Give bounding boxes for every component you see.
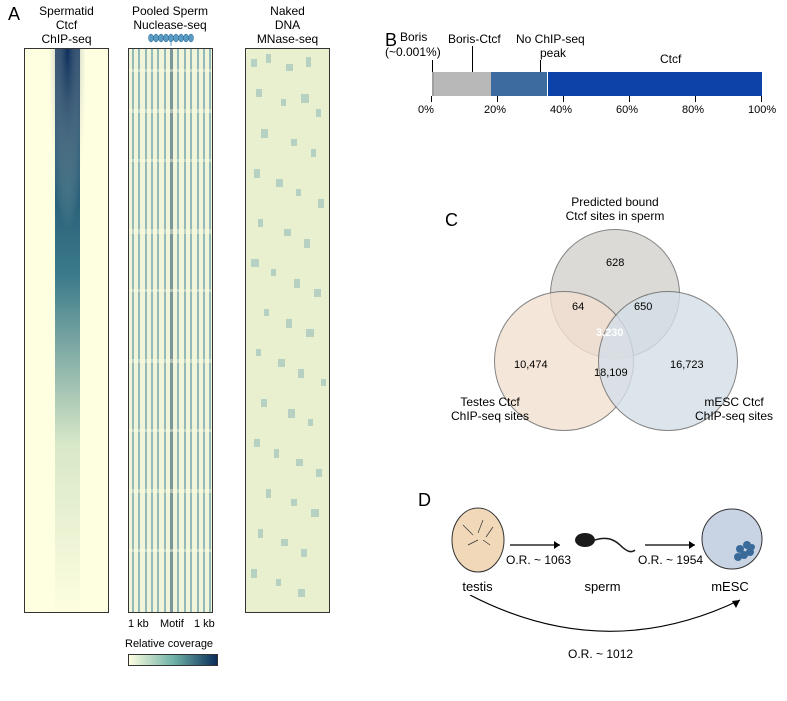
heatmap-mnase <box>245 48 330 613</box>
colorbar <box>128 654 218 666</box>
stacked-bar <box>432 72 762 96</box>
venn-top-title2: Ctcf sites in sperm <box>550 209 680 223</box>
hm2-title1: Pooled Sperm <box>120 4 220 18</box>
bar-tick-label: 20% <box>484 104 506 116</box>
venn-bottom: 18,109 <box>594 367 628 379</box>
hm3-title1: Naked <box>245 4 330 18</box>
bar-label-boris2: (~0.001%) <box>385 45 441 59</box>
bar-ticks: 0%20%40%60%80%100% <box>432 100 762 120</box>
sperm-icons <box>146 30 196 46</box>
mesc-icon <box>700 507 765 572</box>
panel-d: testis sperm mESC O.R. ~ 1063 O.R. ~ 195… <box>420 495 780 695</box>
hm1-title1: Spermatid <box>24 4 109 18</box>
axis-right: 1 kb <box>194 618 215 630</box>
heatmap-nuclease <box>128 48 213 613</box>
bar-tick-label: 60% <box>616 104 638 116</box>
venn-right-title2: ChIP-seq sites <box>684 409 784 423</box>
bar-tick <box>431 96 432 102</box>
bar-label-boris1: Boris <box>400 30 427 44</box>
hm1-title3: ChIP-seq <box>24 32 109 46</box>
bar-label-nochip2: peak <box>540 46 566 60</box>
bar-tick <box>497 96 498 102</box>
testis-icon <box>448 505 508 575</box>
leader-nochip <box>540 60 541 72</box>
bar-tick-label: 40% <box>550 104 572 116</box>
bar-tick <box>563 96 564 102</box>
venn-left-only: 10,474 <box>514 359 548 371</box>
colorbar-label: Relative coverage <box>125 638 213 650</box>
axis-left: 1 kb <box>128 618 149 630</box>
bar-tick-label: 100% <box>748 104 776 116</box>
venn-right-only: 16,723 <box>670 359 704 371</box>
or-bottom: O.R. ~ 1012 <box>568 647 633 661</box>
or-right: O.R. ~ 1954 <box>638 553 703 567</box>
leader-borisctcf <box>472 46 473 72</box>
venn-right-title1: mESC Ctcf <box>684 395 784 409</box>
mesc-label: mESC <box>700 579 760 594</box>
arrow-bottom <box>460 595 750 655</box>
bar-label-ctcf: Ctcf <box>660 52 681 66</box>
venn-top-title1: Predicted bound <box>550 195 680 209</box>
bar-tick-label: 0% <box>418 104 434 116</box>
venn-left-title2: ChIP-seq sites <box>430 409 550 423</box>
bar-seg-2 <box>491 72 547 96</box>
venn-top-right: 650 <box>634 301 652 313</box>
venn-center: 3,230 <box>596 327 624 339</box>
bar-tick <box>629 96 630 102</box>
or-left: O.R. ~ 1063 <box>506 553 571 567</box>
heatmap-chipseq <box>24 48 109 613</box>
bar-tick <box>695 96 696 102</box>
panel-c: Predicted bound Ctcf sites in sperm 628 … <box>430 195 780 455</box>
venn-top-left: 64 <box>572 301 584 313</box>
sperm-label: sperm <box>575 579 630 594</box>
bar-label-nochip1: No ChIP-seq <box>516 32 585 46</box>
testis-label: testis <box>450 579 505 594</box>
bar-seg-3 <box>548 72 763 96</box>
bar-label-borisctcf: Boris-Ctcf <box>448 32 501 46</box>
venn-top-only: 628 <box>606 257 624 269</box>
bar-seg-1 <box>434 72 492 96</box>
hm3-title2: DNA <box>245 18 330 32</box>
venn-left-title1: Testes Ctcf <box>430 395 550 409</box>
axis-center: Motif <box>160 618 184 630</box>
bar-tick-label: 80% <box>682 104 704 116</box>
hm3-title3: MNase-seq <box>245 32 330 46</box>
panel-a-label: A <box>8 4 20 25</box>
hm1-title2: Ctcf <box>24 18 109 32</box>
leader-boris <box>432 60 433 72</box>
bar-tick <box>761 96 762 102</box>
